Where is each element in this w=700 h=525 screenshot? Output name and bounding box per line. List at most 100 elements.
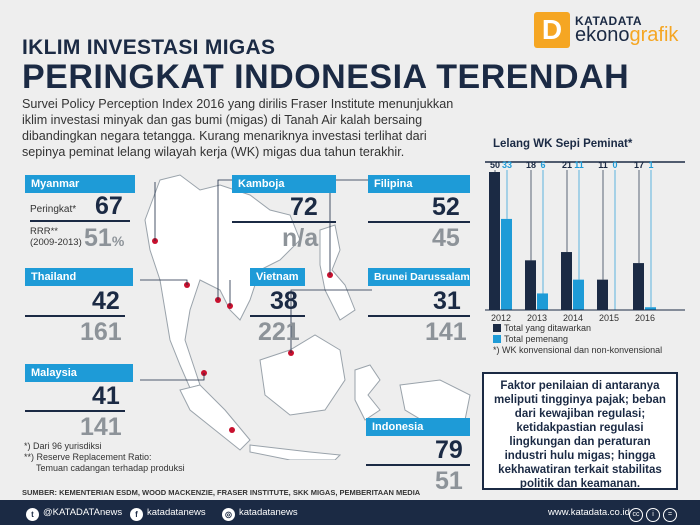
by-icon: i [646,508,660,522]
country-label-indonesia: Indonesia [366,418,470,436]
kamboja-divider [232,221,336,223]
bar-2013-winners [537,293,548,310]
logo-bottom-accent: grafik [629,24,679,46]
tick-label-2012: 2012 [491,313,511,323]
indonesia-rrr: 51 [435,467,463,495]
data-label-2013-0: 18 [526,160,536,170]
footer-bar: t @KATADATAnews f katadatanews ◎ katadatane… [0,500,700,525]
headline-title: PERINGKAT INDONESIA TERENDAH [22,58,630,96]
bar-2012-offered [489,172,500,310]
country-label-myanmar: Myanmar [25,175,135,193]
malaysia-rank: 41 [92,382,120,410]
bar-2014-winners [573,279,584,310]
myanmar-rrr: 51% [84,224,124,253]
country-label-filipina: Filipina [368,175,470,193]
footer-facebook[interactable]: f katadatanews [130,507,206,521]
katadata-logo-icon: D [534,12,570,48]
footer-twitter[interactable]: t @KATADATAnews [26,507,122,521]
instagram-handle: katadatanews [239,507,298,518]
facebook-handle: katadatanews [147,507,206,518]
southeast-asia-map [140,174,471,460]
country-label-brunei: Brunei Darussalam [368,268,470,286]
legend-label-winners: Total pemenang [504,334,569,344]
bar-2012-winners [501,218,512,310]
malaysia-divider [25,410,125,412]
logo-bottom-main: ekono [575,24,630,46]
myanmar-rank: 67 [95,192,123,220]
brunei-rrr: 141 [425,318,467,346]
cc-icon: cc [629,508,643,522]
data-label-2014-0: 21 [562,160,572,170]
rrr-label: RRR** [30,226,58,237]
data-label-2015-0: 11 [598,160,608,170]
thailand-rrr: 161 [80,318,122,346]
sulawesi-shape [354,364,381,421]
vietnam-divider [250,315,305,317]
legend-item-winners: Total pemenang [493,334,568,344]
country-label-vietnam: Vietnam [250,268,305,286]
brunei-divider [368,315,470,317]
chart-note: *) WK konvensional dan non-konvensional [493,345,663,355]
source-line: SUMBER: KEMENTERIAN ESDM, WOOD MACKENZIE… [22,488,421,497]
license-badges: cc i = [626,505,677,522]
data-label-2015-1: 0 [612,160,617,170]
myanmar-divider [30,220,130,222]
data-label-2013-1: 6 [540,160,545,170]
factors-box: Faktor penilaian di antaranya meliputi t… [482,372,678,490]
legend-swatch-winners [493,335,501,343]
tick-label-2013: 2013 [527,313,547,323]
bar-2015-offered [597,279,608,310]
instagram-icon: ◎ [222,508,235,521]
thailand-divider [25,315,125,317]
data-label-2016-0: 17 [634,160,644,170]
myanmar-rrr-unit: % [111,233,125,249]
kamboja-rrr: n/a [282,224,319,252]
java-shape [249,444,342,460]
bar-2014-offered [561,252,572,310]
data-label-2016-1: 1 [648,160,653,170]
borneo-shape [259,334,346,416]
tick-label-2015: 2015 [599,313,619,323]
footer-website[interactable]: www.katadata.co.id [548,507,630,518]
vietnam-rrr: 221 [258,318,300,346]
country-label-thailand: Thailand [25,268,133,286]
logo-wordmark-bottom: ekonografik [575,24,678,47]
country-label-kamboja: Kamboja [232,175,336,193]
marker-indonesia [229,427,235,433]
note-yurisdiksi: *) Dari 96 yurisdiksi [24,441,102,451]
indonesia-divider [366,464,470,466]
twitter-handle: @KATADATAnews [43,507,123,518]
nd-icon: = [663,508,677,522]
rank-label: Peringkat* [30,204,77,215]
myanmar-rrr-value: 51 [84,224,112,252]
kicker-title: IKLIM INVESTASI MIGAS [22,36,276,59]
malaysia-rrr: 141 [80,413,122,441]
intro-paragraph: Survei Policy Perception Index 2016 yang… [22,97,454,159]
legend-item-offered: Total yang ditawarkan [493,323,591,333]
footer-instagram[interactable]: ◎ katadatanews [222,507,298,521]
bar-2016-winners [645,307,656,310]
rrr-period: (2009-2013) [30,237,82,248]
logo-wordmark-top: KATADATA [575,14,643,28]
facebook-icon: f [130,508,143,521]
mainland-shape [144,174,301,389]
filipina-rank: 52 [432,193,460,221]
kamboja-rank: 72 [290,193,318,221]
indonesia-rank: 79 [435,436,463,464]
country-label-malaysia: Malaysia [25,364,133,382]
data-label-2014-1: 11 [574,160,584,170]
tick-label-2016: 2016 [635,313,655,323]
twitter-icon: t [26,508,39,521]
filipina-divider [368,221,470,223]
bar-2016-offered [633,263,644,310]
vietnam-rank: 38 [270,287,298,315]
website-url: www.katadata.co.id [548,507,630,518]
data-label-2012-1: 33 [502,160,512,170]
brunei-rank: 31 [433,287,461,315]
thailand-rank: 42 [92,287,120,315]
chart-title: Lelang WK Sepi Peminat* [493,138,633,150]
legend-swatch-offered [493,324,501,332]
philippines-shape [319,224,356,321]
bar-2013-offered [525,260,536,310]
